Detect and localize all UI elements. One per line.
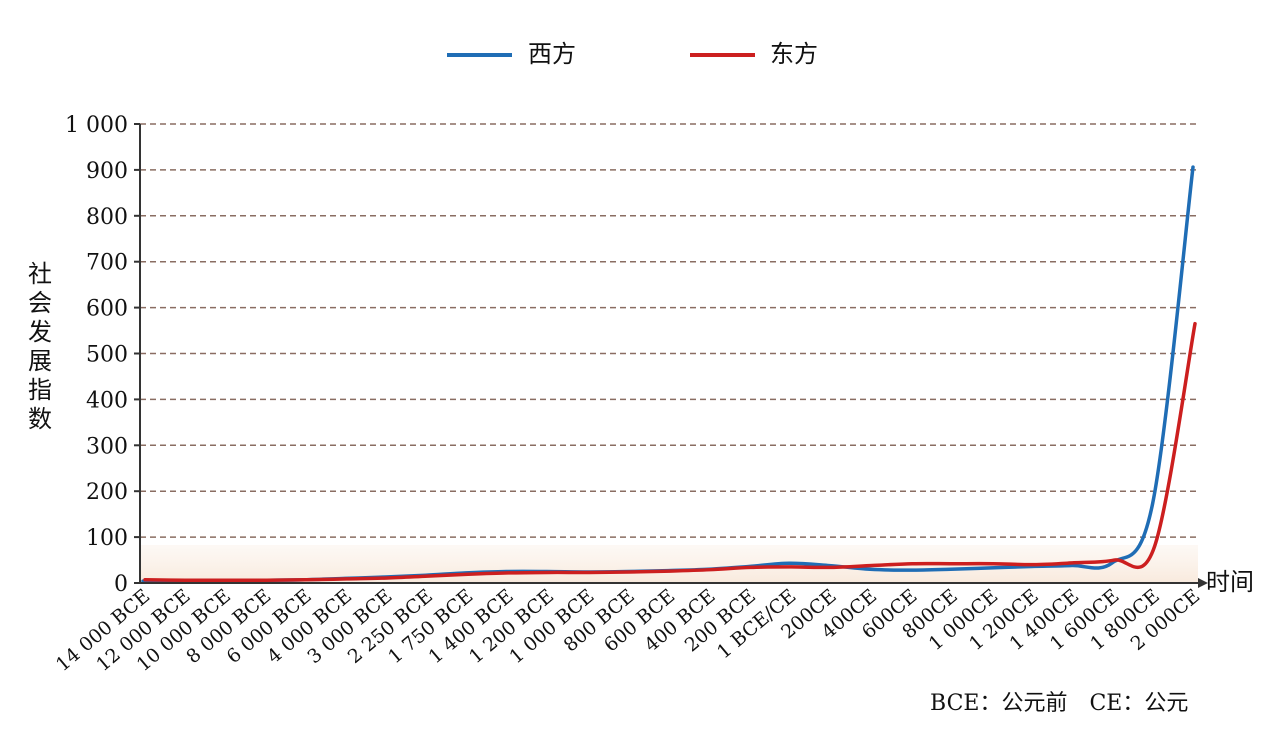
x-axis-label: 时间 (1206, 568, 1254, 596)
era-note: BCE：公元前 CE：公元 (930, 691, 1188, 716)
y-tick-label: 300 (86, 434, 128, 459)
legend-label-west: 西方 (528, 40, 576, 68)
y-tick-label: 1 000 (65, 113, 128, 138)
series-lines (141, 165, 1197, 583)
y-tick-label: 500 (86, 343, 128, 368)
y-axis-ticks: 0 100 200 300 400 500 600 700 800 900 1 000 (65, 113, 140, 597)
x-axis-arrow (1198, 578, 1208, 588)
legend-label-east: 东方 (770, 40, 818, 68)
y-tick-label: 100 (86, 526, 128, 551)
series-line-west (141, 165, 1195, 583)
y-axis-label: 社会发展指数 (28, 260, 52, 433)
y-tick-label: 200 (86, 480, 128, 505)
legend: 西方 东方 (447, 40, 818, 68)
y-tick-label: 800 (86, 205, 128, 230)
gridlines (140, 123, 1198, 538)
y-tick-label: 900 (86, 159, 128, 184)
y-tick-label: 600 (86, 297, 128, 322)
y-tick-label: 700 (86, 251, 128, 276)
y-tick-label: 0 (114, 572, 128, 597)
series-line-east (143, 321, 1197, 583)
y-tick-label: 400 (86, 388, 128, 413)
